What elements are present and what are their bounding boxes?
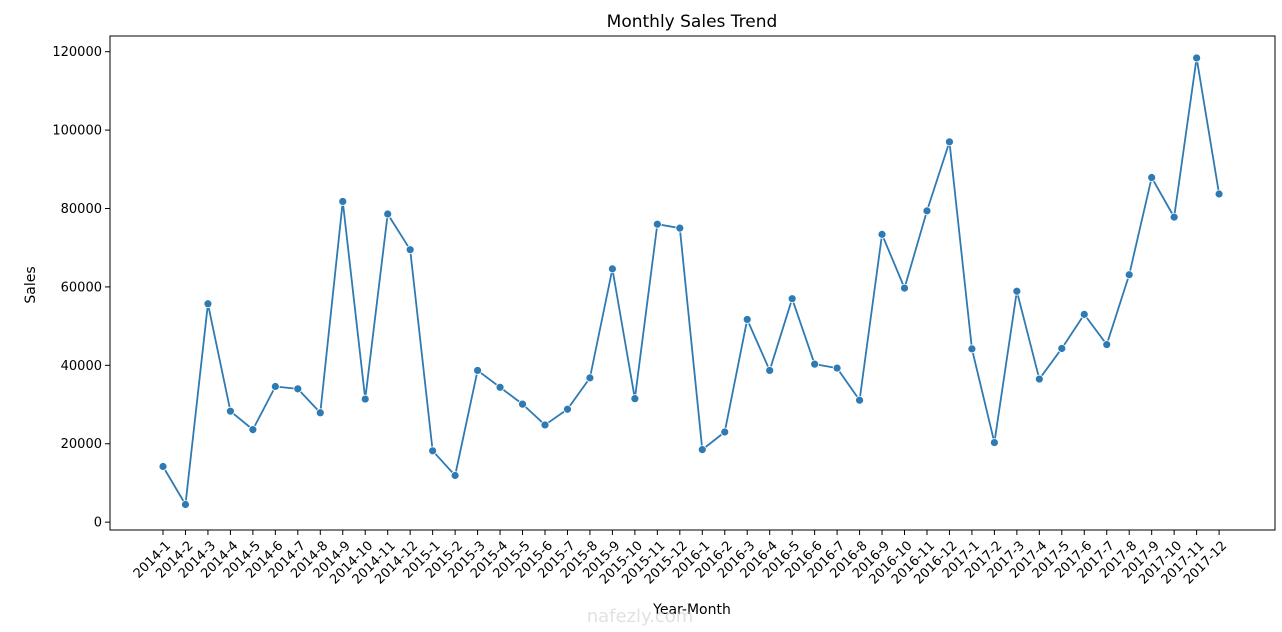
data-point xyxy=(315,408,325,418)
data-point xyxy=(495,382,505,392)
x-axis-label: Year-Month xyxy=(652,602,731,618)
watermark-text: nafezly.com xyxy=(587,606,694,627)
data-point xyxy=(742,315,752,324)
data-point xyxy=(810,359,820,369)
data-point xyxy=(563,404,572,414)
y-tick-label: 40000 xyxy=(61,359,102,374)
chart-title: Monthly Sales Trend xyxy=(607,12,778,32)
data-point xyxy=(608,264,617,274)
data-point xyxy=(1012,286,1022,296)
data-point xyxy=(877,229,887,239)
data-point xyxy=(855,395,864,405)
plot-frame xyxy=(109,35,1276,531)
data-point xyxy=(1214,189,1224,199)
series-line xyxy=(162,57,1220,506)
data-point xyxy=(203,299,213,309)
data-point xyxy=(293,384,303,394)
data-point xyxy=(765,366,775,375)
data-point xyxy=(585,373,595,383)
y-tick-label: 20000 xyxy=(61,437,102,452)
data-point xyxy=(697,445,707,455)
data-point xyxy=(540,420,550,430)
data-point xyxy=(900,283,909,293)
data-point xyxy=(1057,344,1067,353)
data-point xyxy=(787,294,797,304)
data-point xyxy=(428,446,438,456)
y-tick-label: 80000 xyxy=(61,202,102,217)
data-point xyxy=(630,394,640,404)
data-point xyxy=(989,438,999,447)
data-point xyxy=(1079,309,1089,319)
data-point xyxy=(405,245,415,255)
data-point xyxy=(720,427,730,437)
data-point xyxy=(360,394,370,404)
data-point xyxy=(967,344,977,354)
data-point xyxy=(338,197,348,206)
data-point xyxy=(473,366,482,375)
data-point xyxy=(450,471,460,480)
data-point xyxy=(248,425,258,435)
data-point xyxy=(1124,270,1134,280)
data-point xyxy=(226,406,235,416)
data-point xyxy=(181,500,190,509)
data-point xyxy=(270,382,280,391)
data-point xyxy=(1192,53,1202,63)
data-point xyxy=(1147,173,1157,182)
data-point xyxy=(1034,374,1044,384)
y-axis-ticks: 0 20000 40000 60000 80000 100000 120000 xyxy=(52,45,110,531)
series-sales xyxy=(158,53,1224,509)
data-point xyxy=(832,363,842,373)
data-point xyxy=(652,219,662,229)
data-point xyxy=(1102,340,1112,349)
y-tick-label: 0 xyxy=(94,516,102,531)
data-point xyxy=(1169,212,1179,222)
data-point xyxy=(158,462,168,471)
y-tick-label: 100000 xyxy=(52,124,102,139)
data-point xyxy=(922,206,932,216)
data-point xyxy=(945,137,954,147)
data-point xyxy=(383,209,393,219)
y-tick-label: 60000 xyxy=(61,280,102,295)
y-axis-label: Sales xyxy=(23,266,39,303)
y-tick-label: 120000 xyxy=(52,45,102,60)
data-point xyxy=(675,223,685,233)
data-point xyxy=(518,399,527,409)
